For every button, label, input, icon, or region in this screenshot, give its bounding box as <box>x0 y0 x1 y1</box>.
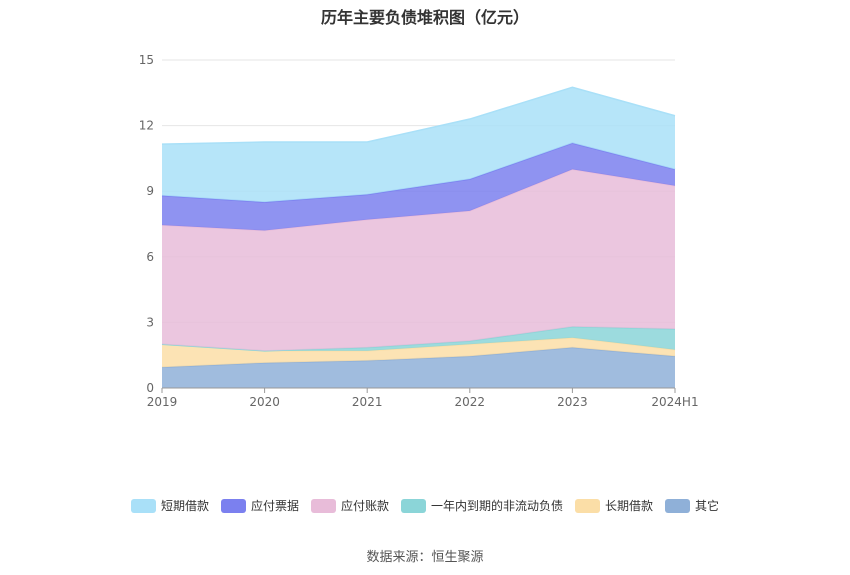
x-tick-label: 2021 <box>352 395 383 409</box>
x-tick-label: 2020 <box>249 395 280 409</box>
area-series <box>162 326 675 351</box>
legend-label: 应付账款 <box>340 499 389 513</box>
y-tick-label: 3 <box>146 315 154 329</box>
y-tick-label: 6 <box>146 250 154 264</box>
y-tick-label: 0 <box>146 381 154 395</box>
legend-item[interactable]: 其它 <box>665 497 719 514</box>
x-tick-label: 2019 <box>147 395 178 409</box>
legend-item[interactable]: 应付账款 <box>310 497 389 514</box>
area-series <box>162 347 675 388</box>
legend-item[interactable]: 一年内到期的非流动负债 <box>401 497 563 514</box>
x-tick-label: 2022 <box>455 395 486 409</box>
legend-swatch <box>401 498 426 513</box>
legend-item[interactable]: 短期借款 <box>130 497 209 514</box>
legend-swatch <box>575 498 601 513</box>
x-tick-label: 2024H1 <box>651 395 698 409</box>
y-tick-label: 15 <box>139 53 154 67</box>
legend-label: 应付票据 <box>250 499 299 513</box>
legend-swatch <box>665 498 691 513</box>
x-tick-label: 2023 <box>557 395 588 409</box>
legend-label: 长期借款 <box>605 499 654 513</box>
area-series <box>162 87 675 203</box>
legend-label: 其它 <box>695 499 720 513</box>
legend-label: 短期借款 <box>160 499 209 513</box>
source-note: 数据来源：恒生聚源 <box>366 550 484 565</box>
legend-swatch <box>310 498 336 513</box>
chart-title: 历年主要负债堆积图（亿元） <box>320 8 529 27</box>
legend-item[interactable]: 长期借款 <box>575 497 653 514</box>
area-series <box>162 169 675 351</box>
area-series <box>162 143 675 231</box>
legend-swatch <box>130 498 156 513</box>
legend: 短期借款 应付票据 应付账款 一年内到期的非流动负债 长期借款 其它 <box>0 497 850 514</box>
legend-swatch <box>220 498 246 513</box>
y-tick-label: 12 <box>139 119 154 133</box>
legend-item[interactable]: 应付票据 <box>220 497 299 514</box>
legend-label: 一年内到期的非流动负债 <box>431 499 564 513</box>
y-tick-label: 9 <box>146 184 154 198</box>
area-series-edge <box>161 86 676 145</box>
area-series <box>162 337 675 368</box>
